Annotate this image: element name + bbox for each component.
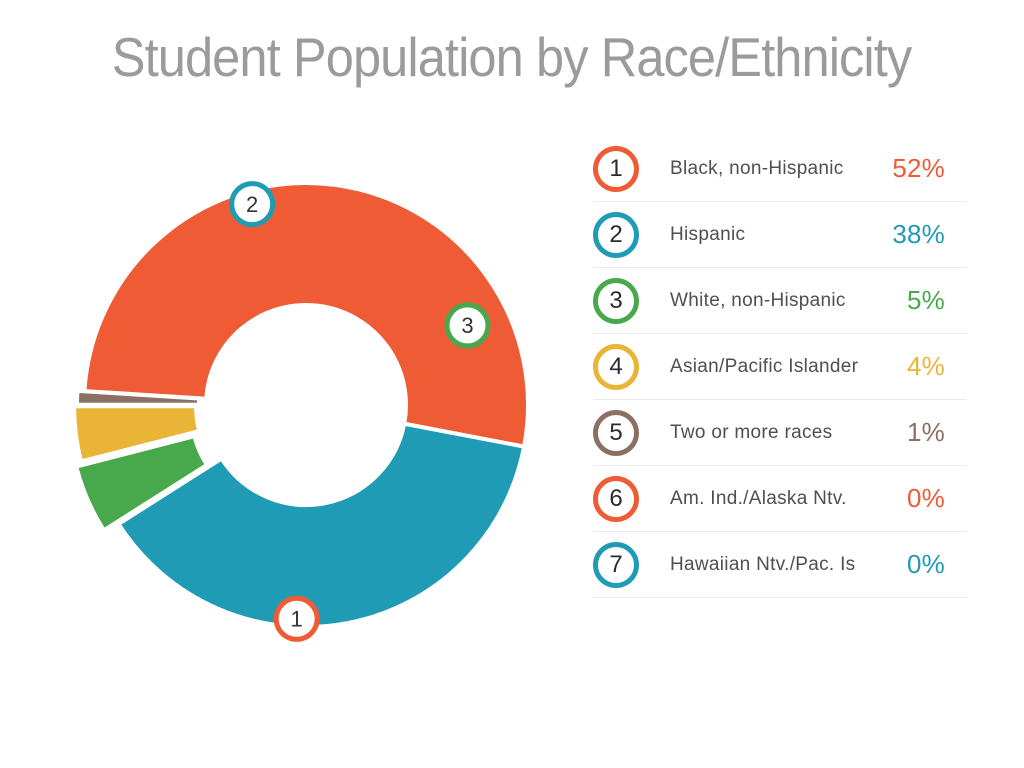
slice-badge-1: 1 <box>273 595 320 642</box>
donut-slice-1 <box>82 181 530 449</box>
legend-value: 52% <box>892 153 945 183</box>
slice-badge-3: 3 <box>444 302 491 349</box>
legend-row-1: 1 Black, non-Hispanic 52% <box>593 136 967 202</box>
slice-badge-ring <box>273 595 320 642</box>
legend-row-7: 7 Hawaiian Ntv./Pac. Is 0% <box>593 532 967 598</box>
legend-label: Hawaiian Ntv./Pac. Is <box>670 553 856 575</box>
legend-rank-badge: 1 <box>593 145 639 192</box>
legend-label: Black, non-Hispanic <box>670 157 844 179</box>
legend-value: 1% <box>907 417 945 447</box>
legend-row-4: 4 Asian/Pacific Islander 4% <box>593 334 967 400</box>
legend-value: 4% <box>907 351 945 381</box>
legend-row-5: 5 Two or more races 1% <box>593 400 967 466</box>
legend-label: White, non-Hispanic <box>670 289 846 311</box>
legend-label: Hispanic <box>670 223 746 245</box>
legend-value: 5% <box>907 285 945 315</box>
legend-rank-badge: 4 <box>593 343 639 390</box>
legend-row-2: 2 Hispanic 38% <box>593 202 967 268</box>
chart-title-text: Student Population by Race/Ethnicity <box>112 26 912 88</box>
legend-value: 38% <box>892 219 945 249</box>
legend-label: Two or more races <box>670 421 833 443</box>
donut-slice-5 <box>74 388 202 407</box>
chart-legend: 1 Black, non-Hispanic 52% 2 Hispanic 38%… <box>593 136 967 598</box>
legend-value: 0% <box>907 549 945 579</box>
slice-badge-number: 3 <box>461 313 473 338</box>
legend-rank-badge: 6 <box>593 475 639 522</box>
chart-title: Student Population by Race/Ethnicity <box>0 26 1024 89</box>
legend-value: 0% <box>907 483 945 513</box>
legend-row-3: 3 White, non-Hispanic 5% <box>593 268 967 334</box>
legend-label: Asian/Pacific Islander <box>670 355 859 377</box>
legend-rank-badge: 3 <box>593 277 639 324</box>
legend-rank-badge: 2 <box>593 211 639 258</box>
donut-slice-2 <box>115 421 527 629</box>
legend-label: Am. Ind./Alaska Ntv. <box>670 487 847 509</box>
slice-badge-number: 2 <box>246 192 258 217</box>
slice-badge-ring <box>444 302 491 349</box>
legend-rank-badge: 7 <box>593 541 639 588</box>
slice-badge-2: 2 <box>229 181 276 228</box>
legend-row-6: 6 Am. Ind./Alaska Ntv. 0% <box>593 466 967 532</box>
slice-badge-number: 1 <box>291 607 303 632</box>
slice-badge-ring <box>229 181 276 228</box>
legend-rank-badge: 5 <box>593 409 639 456</box>
donut-slice-3 <box>73 433 210 534</box>
